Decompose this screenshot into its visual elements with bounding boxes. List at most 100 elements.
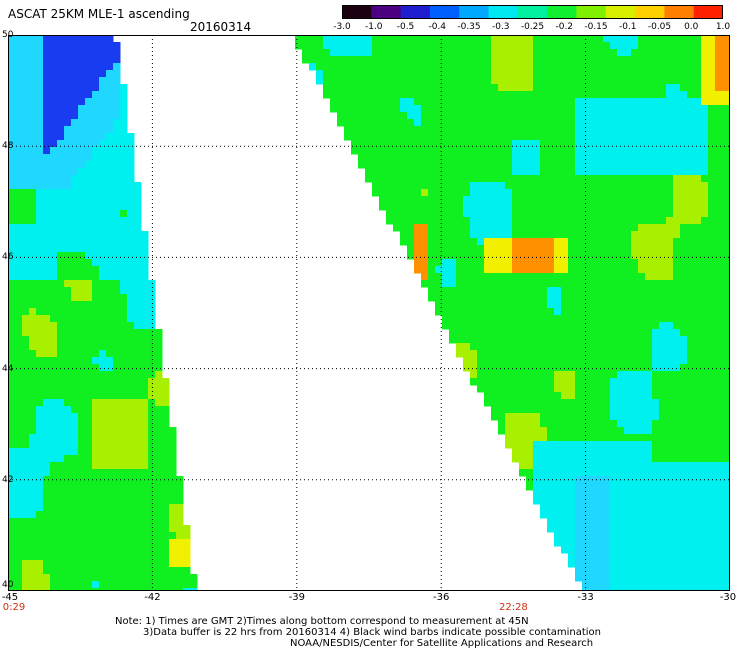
swath-cell xyxy=(526,455,534,463)
swath-cell xyxy=(617,455,625,463)
swath-cell xyxy=(554,511,562,519)
swath-cell xyxy=(71,119,79,127)
swath-cell xyxy=(8,70,16,78)
swath-cell xyxy=(498,385,506,393)
swath-cell xyxy=(575,105,583,113)
swath-cell xyxy=(519,161,527,169)
swath-cell xyxy=(120,224,128,232)
swath-cell xyxy=(680,252,688,260)
swath-cell xyxy=(155,553,163,561)
swath-cell xyxy=(715,483,723,491)
swath-cell xyxy=(64,259,72,267)
swath-cell xyxy=(169,518,177,526)
swath-cell xyxy=(666,238,674,246)
swath-cell xyxy=(673,287,681,295)
swath-cell xyxy=(617,56,625,64)
swath-cell xyxy=(43,133,51,141)
swath-cell xyxy=(526,203,534,211)
swath-cell xyxy=(120,287,128,295)
swath-cell xyxy=(50,483,58,491)
swath-cell xyxy=(526,189,534,197)
colorbar-tick-label: -0.3 xyxy=(491,22,510,32)
swath-cell xyxy=(610,462,618,470)
swath-cell xyxy=(50,140,58,148)
swath-cell xyxy=(57,259,65,267)
swath-cell xyxy=(148,378,156,386)
swath-cell xyxy=(400,42,408,50)
swath-cell xyxy=(15,196,23,204)
swath-cell xyxy=(22,385,30,393)
swath-cell xyxy=(575,476,583,484)
swath-cell xyxy=(610,350,618,358)
swath-cell xyxy=(99,343,107,351)
swath-cell xyxy=(652,518,660,526)
swath-cell xyxy=(708,469,716,477)
swath-cell xyxy=(596,119,604,127)
swath-cell xyxy=(358,147,366,155)
swath-cell xyxy=(680,259,688,267)
swath-cell xyxy=(617,483,625,491)
swath-cell xyxy=(162,588,170,591)
swath-cell xyxy=(22,511,30,519)
swath-cell xyxy=(568,133,576,141)
swath-cell xyxy=(547,126,555,134)
swath-cell xyxy=(113,364,121,372)
swath-cell xyxy=(57,336,65,344)
swath-cell xyxy=(85,84,93,92)
swath-cell xyxy=(722,112,730,120)
swath-cell xyxy=(561,77,569,85)
swath-cell xyxy=(603,525,611,533)
swath-cell xyxy=(645,77,653,85)
swath-cell xyxy=(22,245,30,253)
swath-cell xyxy=(85,196,93,204)
swath-cell xyxy=(162,553,170,561)
swath-cell xyxy=(659,322,667,330)
swath-cell xyxy=(29,420,37,428)
swath-cell xyxy=(148,539,156,547)
swath-cell xyxy=(596,63,604,71)
swath-cell xyxy=(57,245,65,253)
swath-cell xyxy=(519,196,527,204)
swath-cell xyxy=(414,98,422,106)
swath-cell xyxy=(547,119,555,127)
swath-cell xyxy=(722,287,730,295)
swath-cell xyxy=(421,245,429,253)
swath-cell xyxy=(519,154,527,162)
swath-cell xyxy=(540,392,548,400)
swath-cell xyxy=(36,532,44,540)
swath-cell xyxy=(449,63,457,71)
swath-cell xyxy=(428,182,436,190)
swath-cell xyxy=(127,196,135,204)
swath-cell xyxy=(666,462,674,470)
swath-cell xyxy=(568,525,576,533)
swath-cell xyxy=(57,280,65,288)
swath-cell xyxy=(645,315,653,323)
swath-cell xyxy=(15,224,23,232)
swath-cell xyxy=(540,497,548,505)
swath-cell xyxy=(540,196,548,204)
swath-cell xyxy=(36,518,44,526)
swath-cell xyxy=(15,546,23,554)
swath-cell xyxy=(456,259,464,267)
swath-cell xyxy=(701,420,709,428)
swath-cell xyxy=(687,49,695,57)
swath-cell xyxy=(127,231,135,239)
swath-cell xyxy=(78,539,86,547)
swath-cell xyxy=(463,168,471,176)
swath-cell xyxy=(512,448,520,456)
swath-cell xyxy=(673,343,681,351)
swath-cell xyxy=(708,413,716,421)
swath-cell xyxy=(624,532,632,540)
swath-cell xyxy=(169,490,177,498)
swath-cell xyxy=(43,245,51,253)
swath-cell xyxy=(113,322,121,330)
swath-cell xyxy=(22,406,30,414)
swath-cell xyxy=(484,238,492,246)
swath-cell xyxy=(617,154,625,162)
swath-cell xyxy=(15,231,23,239)
swath-cell xyxy=(15,98,23,106)
swath-cell xyxy=(463,63,471,71)
swath-cell xyxy=(99,329,107,337)
swath-cell xyxy=(554,210,562,218)
swath-cell xyxy=(498,357,506,365)
